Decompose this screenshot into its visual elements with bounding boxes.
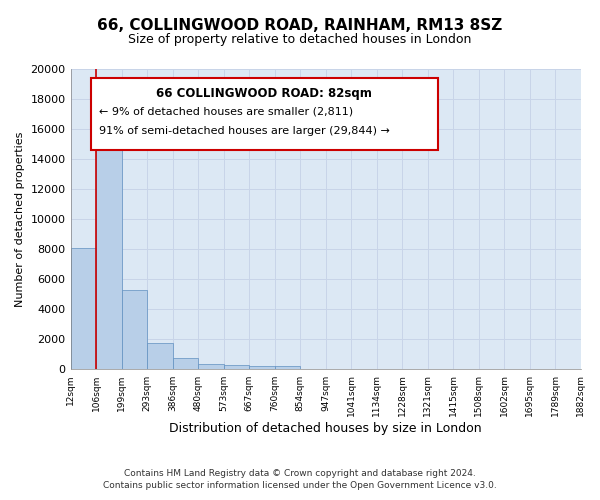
Bar — [122, 290, 147, 370]
Bar — [198, 364, 224, 370]
FancyBboxPatch shape — [91, 78, 438, 150]
X-axis label: Distribution of detached houses by size in London: Distribution of detached houses by size … — [169, 422, 482, 435]
Y-axis label: Number of detached properties: Number of detached properties — [15, 132, 25, 307]
Text: 66, COLLINGWOOD ROAD, RAINHAM, RM13 8SZ: 66, COLLINGWOOD ROAD, RAINHAM, RM13 8SZ — [97, 18, 503, 32]
Text: 66 COLLINGWOOD ROAD: 82sqm: 66 COLLINGWOOD ROAD: 82sqm — [157, 87, 372, 100]
Bar — [71, 248, 96, 370]
Text: 91% of semi-detached houses are larger (29,844) →: 91% of semi-detached houses are larger (… — [98, 126, 389, 136]
Bar — [96, 122, 122, 370]
Bar — [275, 366, 300, 370]
Text: Size of property relative to detached houses in London: Size of property relative to detached ho… — [128, 32, 472, 46]
Text: Contains HM Land Registry data © Crown copyright and database right 2024.
Contai: Contains HM Land Registry data © Crown c… — [103, 468, 497, 490]
Bar — [249, 366, 275, 370]
Bar — [147, 343, 173, 369]
Bar — [173, 358, 198, 370]
Bar — [224, 366, 249, 370]
Text: ← 9% of detached houses are smaller (2,811): ← 9% of detached houses are smaller (2,8… — [98, 106, 353, 117]
